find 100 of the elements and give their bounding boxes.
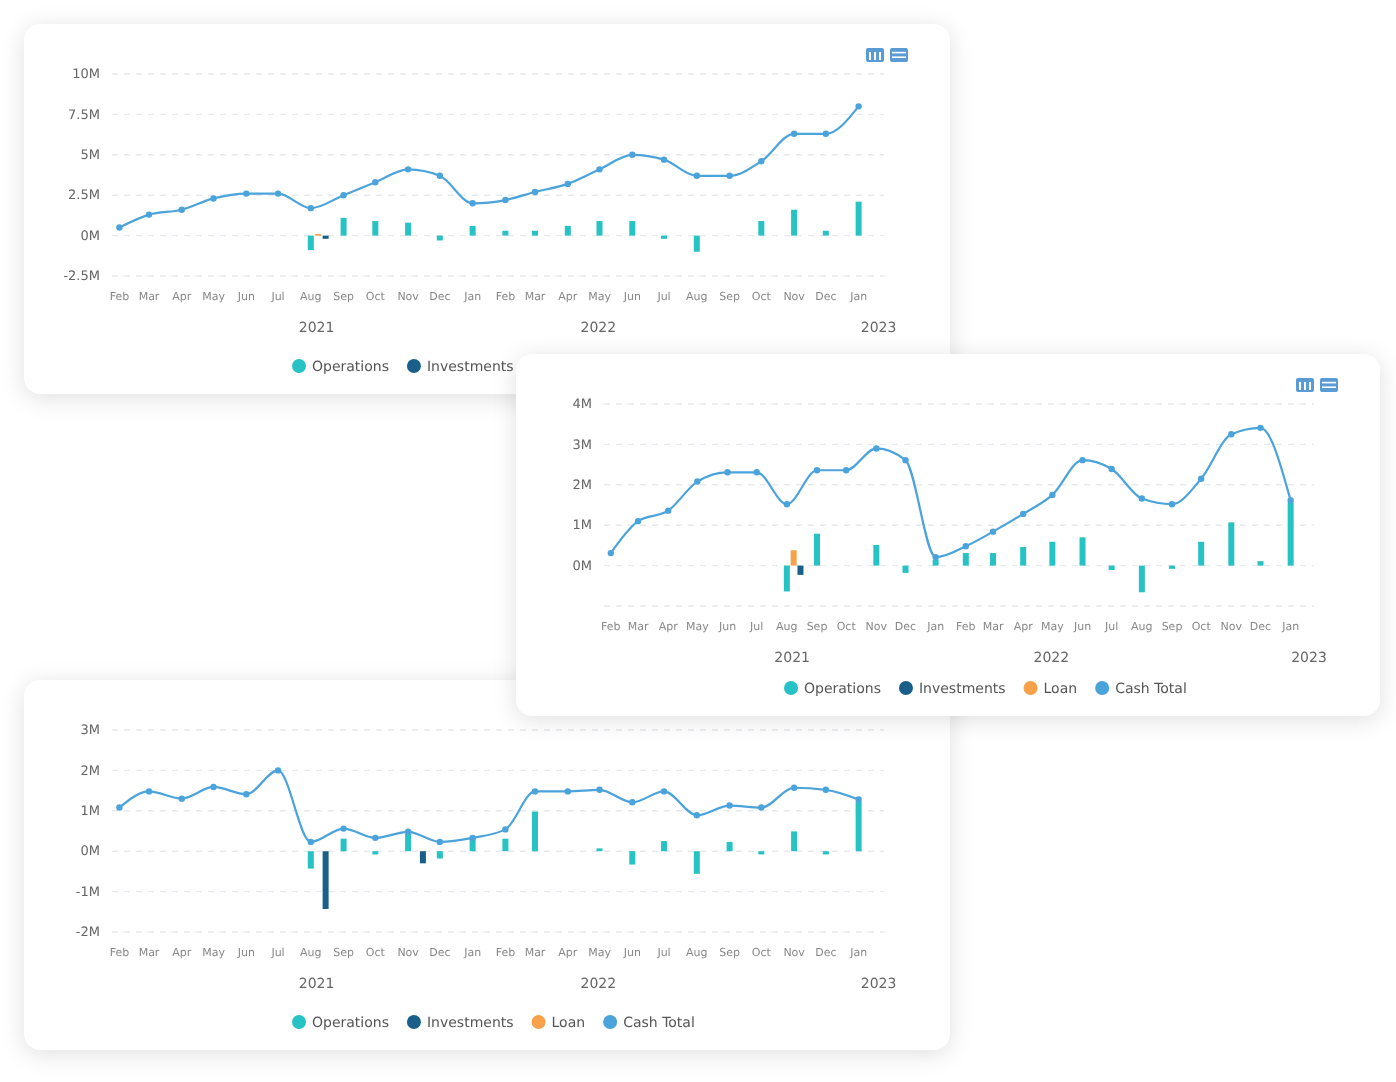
bar: [340, 838, 347, 852]
bar: [532, 230, 539, 236]
point: [693, 812, 701, 819]
point: [693, 172, 701, 179]
point: [469, 834, 476, 842]
bar: [1138, 565, 1145, 593]
point: [564, 180, 571, 188]
point: [822, 786, 830, 793]
bar: [564, 225, 571, 236]
point: [855, 103, 862, 110]
bar: [855, 201, 862, 236]
point: [842, 467, 850, 474]
point: [210, 195, 217, 202]
point: [502, 196, 509, 204]
bar: [990, 553, 997, 566]
bar: [532, 811, 539, 852]
point: [436, 838, 444, 846]
point: [989, 528, 997, 535]
point: [564, 788, 571, 795]
bar: [791, 831, 798, 852]
point: [660, 788, 668, 795]
bar: [661, 841, 668, 852]
point: [1197, 475, 1205, 482]
point: [1257, 424, 1264, 432]
point: [274, 190, 282, 197]
point: [607, 549, 614, 557]
bar: [436, 851, 443, 859]
point: [790, 784, 798, 791]
point: [1049, 491, 1056, 499]
point: [307, 204, 315, 212]
bar: [693, 235, 700, 252]
point: [724, 469, 731, 476]
point: [1228, 431, 1235, 438]
point: [634, 517, 642, 525]
bar: [1228, 522, 1235, 566]
bar: [629, 851, 636, 865]
line-series: [607, 424, 1294, 561]
bar: [1049, 541, 1056, 566]
point: [962, 543, 969, 550]
point: [340, 825, 347, 832]
bar: [405, 833, 412, 852]
bar: [502, 838, 509, 852]
point: [822, 130, 830, 137]
bar: [307, 235, 314, 251]
point: [1138, 495, 1146, 502]
point: [596, 166, 603, 173]
bar: [629, 221, 636, 236]
point: [1287, 497, 1294, 504]
point: [758, 804, 765, 811]
point: [758, 158, 765, 165]
bar: [693, 851, 700, 874]
bar: [726, 841, 733, 852]
bar: [1287, 502, 1294, 566]
point: [1020, 510, 1027, 518]
line-series: [116, 103, 862, 231]
point: [1168, 501, 1176, 508]
bar: [873, 545, 880, 566]
bar: [822, 230, 829, 236]
point: [469, 200, 476, 207]
point: [790, 130, 798, 137]
point: [531, 188, 539, 196]
point: [243, 791, 250, 798]
bar: [902, 565, 909, 573]
point: [783, 501, 791, 508]
point: [502, 826, 509, 833]
point: [629, 799, 636, 806]
point: [1079, 456, 1086, 464]
bar: [502, 230, 509, 236]
point: [726, 172, 733, 179]
bar: [758, 221, 765, 236]
point: [372, 834, 379, 842]
point: [855, 796, 862, 803]
point: [145, 211, 153, 218]
bar: [814, 533, 820, 566]
point: [531, 788, 539, 795]
point: [404, 166, 412, 173]
point: [307, 838, 315, 846]
bar: [307, 851, 314, 869]
bar: [1020, 547, 1027, 566]
point: [1108, 465, 1115, 473]
point: [243, 190, 250, 197]
point: [596, 786, 603, 793]
point: [116, 804, 123, 811]
point: [372, 179, 379, 186]
point: [753, 469, 760, 476]
bar: [783, 565, 790, 592]
point: [116, 224, 123, 231]
bar: [405, 222, 412, 236]
point: [873, 445, 880, 452]
bar: [962, 553, 969, 566]
bar: [419, 851, 426, 864]
point: [436, 172, 444, 179]
point: [660, 156, 668, 163]
line-series: [116, 767, 862, 846]
point: [726, 802, 733, 809]
bar: [340, 217, 347, 236]
bar: [372, 221, 379, 236]
point: [902, 456, 909, 464]
point: [274, 767, 282, 774]
bar: [790, 550, 797, 566]
